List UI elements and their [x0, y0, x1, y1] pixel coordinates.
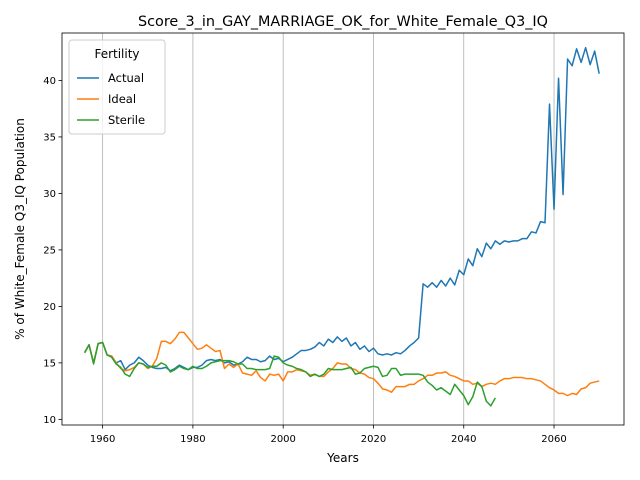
y-tick-label: 25 [43, 245, 56, 256]
legend: Fertility Actual Ideal Sterile [68, 39, 166, 135]
legend-label-ideal: Ideal [108, 92, 136, 106]
x-tick-label: 1960 [90, 434, 115, 445]
y-tick-label: 30 [43, 189, 56, 200]
plot-frame [61, 32, 625, 426]
y-axis-label: % of White_Female Q3_IQ Population [13, 118, 27, 340]
y-axis-ticks: 10 15 20 25 30 35 40 [43, 76, 62, 426]
x-tick-label: 2040 [451, 434, 476, 445]
legend-title: Fertility [94, 47, 139, 61]
y-tick-label: 35 [43, 133, 56, 144]
series-line-ideal [83, 331, 600, 397]
x-tick-label: 2060 [541, 434, 566, 445]
legend-box [68, 39, 166, 135]
y-tick-label: 10 [43, 415, 56, 426]
y-tick-label: 40 [43, 76, 56, 87]
series-line-sterile [83, 341, 497, 407]
x-tick-label: 2020 [361, 434, 386, 445]
legend-label-actual: Actual [108, 71, 144, 85]
x-tick-label: 2000 [270, 434, 295, 445]
chart-title: Score_3_in_GAY_MARRIAGE_OK_for_White_Fem… [138, 14, 548, 30]
series-lines [83, 46, 600, 407]
x-axis-ticks: 1960 1980 2000 2020 2040 2060 [90, 425, 567, 445]
x-axis-label: Years [326, 451, 359, 465]
legend-entries: Actual Ideal Sterile [77, 71, 145, 127]
y-tick-label: 15 [43, 358, 56, 369]
y-tick-label: 20 [43, 302, 56, 313]
legend-label-sterile: Sterile [108, 113, 145, 127]
x-tick-label: 1980 [180, 434, 205, 445]
